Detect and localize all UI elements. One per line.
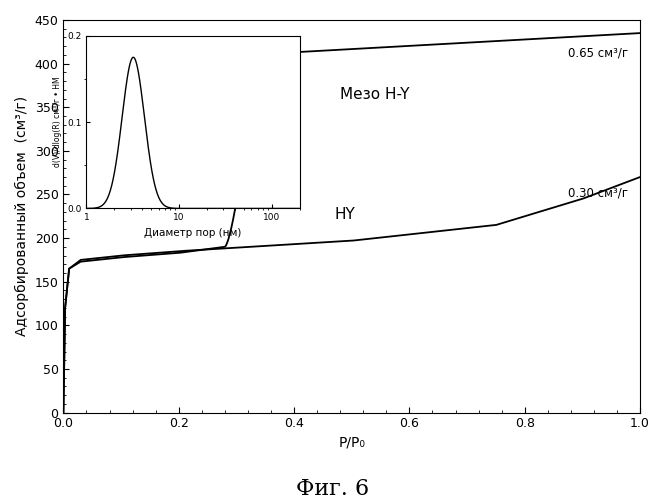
- Text: 0.65 см³/г: 0.65 см³/г: [568, 46, 628, 60]
- X-axis label: P/P₀: P/P₀: [338, 436, 365, 450]
- Text: 0.30 см³/г: 0.30 см³/г: [568, 186, 628, 199]
- Text: Фиг. 6: Фиг. 6: [296, 478, 369, 500]
- Text: Мезо H-Y: Мезо H-Y: [340, 86, 410, 102]
- Text: HY: HY: [334, 207, 355, 222]
- Y-axis label: Адсорбированный объем  (см³/г): Адсорбированный объем (см³/г): [15, 96, 29, 336]
